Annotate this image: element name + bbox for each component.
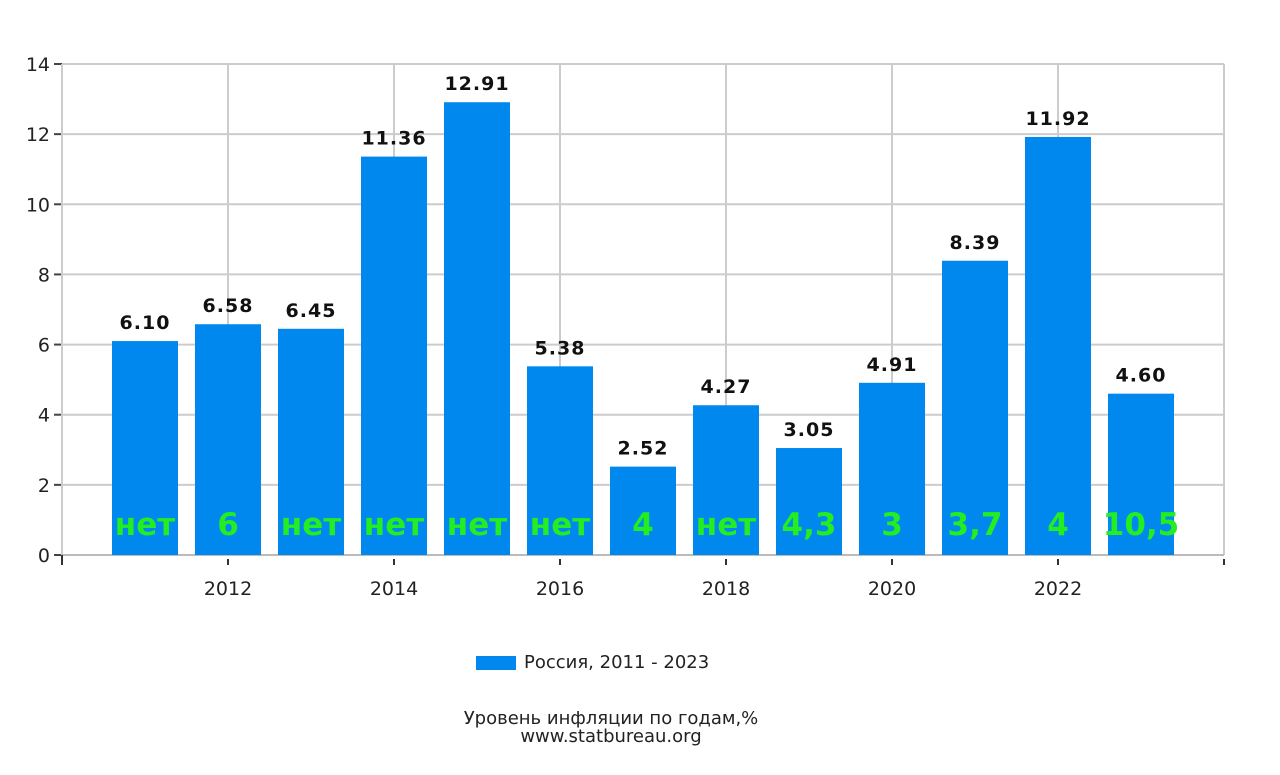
annotation-2012: 6 bbox=[217, 507, 239, 543]
x-tick-label: 2022 bbox=[1034, 578, 1082, 600]
data-label-2012: 6.58 bbox=[203, 295, 254, 317]
x-tick-label: 2018 bbox=[702, 578, 750, 600]
data-label-2014: 11.36 bbox=[361, 128, 426, 150]
annotation-2020: 3 bbox=[881, 507, 903, 543]
y-tick-label: 4 bbox=[38, 405, 50, 427]
data-label-2013: 6.45 bbox=[286, 300, 337, 322]
bar-2016 bbox=[527, 366, 593, 555]
y-tick-label: 0 bbox=[38, 545, 50, 567]
data-label-2021: 8.39 bbox=[950, 232, 1001, 254]
annotation-2021: 3,7 bbox=[948, 507, 1003, 543]
annotation-2018: нет bbox=[696, 507, 756, 543]
data-label-2011: 6.10 bbox=[120, 312, 171, 334]
x-tick-label: 2016 bbox=[536, 578, 584, 600]
data-label-2019: 3.05 bbox=[784, 419, 835, 441]
legend-swatch bbox=[476, 655, 516, 670]
x-tick-label: 2014 bbox=[370, 578, 418, 600]
bar-2021 bbox=[942, 260, 1008, 555]
annotation-2022: 4 bbox=[1047, 507, 1069, 543]
annotation-2011: нет bbox=[115, 507, 175, 543]
annotation-2015: нет bbox=[447, 507, 507, 543]
chart-caption: Уровень инфляции по годам,% www.statbure… bbox=[0, 710, 1222, 746]
x-tick-label: 2012 bbox=[204, 578, 252, 600]
bar-2012 bbox=[195, 324, 261, 555]
annotation-2019: 4,3 bbox=[782, 507, 837, 543]
annotation-2017: 4 bbox=[632, 507, 654, 543]
annotation-2023: 10,5 bbox=[1103, 507, 1180, 543]
bar-2023 bbox=[1108, 393, 1174, 555]
bar-2013 bbox=[278, 328, 344, 555]
annotation-2014: нет bbox=[364, 507, 424, 543]
bar-2018 bbox=[693, 405, 759, 555]
y-tick-label: 10 bbox=[26, 194, 50, 216]
data-label-2015: 12.91 bbox=[444, 73, 509, 95]
legend: Россия, 2011 - 2023 bbox=[476, 652, 709, 673]
data-label-2020: 4.91 bbox=[867, 354, 918, 376]
y-tick-label: 8 bbox=[38, 264, 50, 286]
bar-2022 bbox=[1025, 136, 1091, 555]
y-tick-label: 2 bbox=[38, 475, 50, 497]
bar-2017 bbox=[610, 466, 676, 555]
data-label-2018: 4.27 bbox=[701, 376, 752, 398]
data-label-2016: 5.38 bbox=[535, 337, 586, 359]
y-tick-label: 6 bbox=[38, 335, 50, 357]
caption-text: Уровень инфляции по годам,% bbox=[463, 708, 759, 729]
data-label-2023: 4.60 bbox=[1116, 365, 1167, 387]
x-tick-label: 2020 bbox=[868, 578, 916, 600]
bar-2019 bbox=[776, 448, 842, 555]
annotation-2016: нет bbox=[530, 507, 590, 543]
bar-2020 bbox=[859, 382, 925, 555]
bar-2011 bbox=[112, 341, 178, 555]
y-tick-label: 12 bbox=[26, 124, 50, 146]
data-label-2022: 11.92 bbox=[1025, 108, 1090, 130]
data-label-2017: 2.52 bbox=[618, 438, 669, 460]
legend-label: Россия, 2011 - 2023 bbox=[524, 652, 710, 673]
source-text: www.statbureau.org bbox=[520, 726, 702, 747]
bar-2014 bbox=[361, 156, 427, 556]
y-tick-label: 14 bbox=[26, 54, 50, 76]
bar-2015 bbox=[444, 102, 510, 556]
annotation-2013: нет bbox=[281, 507, 341, 543]
